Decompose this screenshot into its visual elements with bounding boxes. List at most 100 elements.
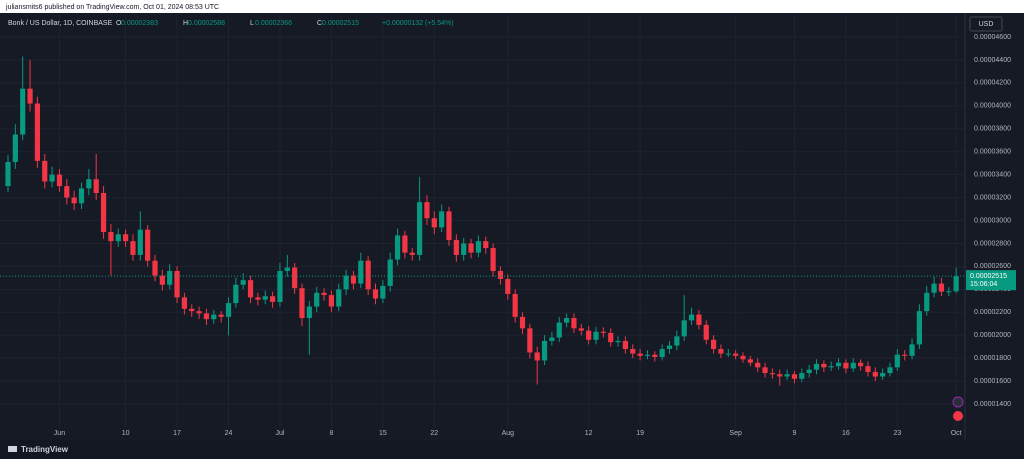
candle-body bbox=[321, 292, 327, 296]
x-tick-label: Sep bbox=[729, 430, 742, 437]
candle-body bbox=[711, 339, 717, 349]
candle-body bbox=[894, 354, 900, 368]
x-tick-label: 22 bbox=[430, 430, 438, 437]
legend-key: C bbox=[317, 20, 322, 27]
candle-body bbox=[196, 311, 202, 314]
y-tick-label: 0.00004600 bbox=[974, 34, 1011, 41]
candle-body bbox=[806, 369, 812, 374]
candle-body bbox=[203, 313, 210, 320]
footer-strip bbox=[0, 440, 1024, 459]
candle-body bbox=[916, 311, 922, 345]
currency[interactable]: USD bbox=[979, 21, 994, 28]
x-tick-label: 12 bbox=[585, 430, 593, 437]
side-icons bbox=[952, 396, 964, 421]
candle-body bbox=[475, 241, 481, 253]
y-tick-label: 0.00003200 bbox=[974, 194, 1011, 201]
candle-body bbox=[108, 231, 114, 242]
candle-body bbox=[512, 293, 518, 317]
candle-body bbox=[674, 336, 680, 346]
candle-body bbox=[593, 331, 599, 340]
candle-body bbox=[152, 260, 158, 276]
candle-body bbox=[725, 353, 731, 355]
candle-body bbox=[887, 367, 893, 374]
candle-body bbox=[417, 202, 423, 255]
candle-body bbox=[137, 229, 143, 255]
x-tick-label: 23 bbox=[893, 430, 901, 437]
candle-body bbox=[167, 270, 173, 285]
icon[interactable] bbox=[953, 411, 963, 421]
y-tick-label: 0.00002600 bbox=[974, 263, 1011, 270]
candle-body bbox=[880, 373, 886, 377]
candle-body bbox=[740, 355, 746, 360]
y-tick-label: 0.00001400 bbox=[974, 401, 1011, 408]
candle-body bbox=[20, 88, 26, 135]
candle-body bbox=[159, 275, 165, 285]
candle-body bbox=[924, 292, 930, 312]
candle-body bbox=[858, 362, 864, 367]
candle-body bbox=[461, 243, 467, 255]
x-tick-label: 10 bbox=[122, 430, 130, 437]
y-tick-label: 0.00003600 bbox=[974, 149, 1011, 156]
x-tick-label: Jul bbox=[275, 430, 284, 437]
candle-body bbox=[902, 354, 908, 356]
candle-body bbox=[145, 229, 151, 261]
currency-box[interactable] bbox=[969, 16, 1003, 32]
candle-body bbox=[314, 292, 320, 307]
candle-body bbox=[865, 366, 871, 372]
candle-body bbox=[659, 348, 665, 358]
candle-body bbox=[93, 179, 99, 193]
candle-body bbox=[666, 345, 673, 349]
icon[interactable] bbox=[952, 396, 964, 408]
candle-body bbox=[409, 252, 415, 255]
candle-body bbox=[446, 211, 452, 241]
candle-body bbox=[755, 362, 761, 368]
candle-body bbox=[78, 188, 85, 204]
candle-body bbox=[696, 314, 702, 325]
candle-body bbox=[380, 285, 386, 299]
candle-body bbox=[189, 308, 195, 312]
candle-body bbox=[218, 314, 224, 317]
legend-key: O bbox=[116, 20, 122, 27]
candle-body bbox=[938, 283, 945, 292]
x-tick-label: 17 bbox=[173, 430, 181, 437]
candle-body bbox=[644, 354, 651, 356]
candle-body bbox=[769, 373, 775, 375]
legend-change: +0.00000132 (+5.54%) bbox=[382, 20, 454, 27]
symbol: Bonk / US Dollar, 1D, COINBASE bbox=[8, 20, 113, 27]
candle-body bbox=[130, 241, 136, 255]
candle-body bbox=[336, 289, 342, 307]
candle-body bbox=[637, 353, 643, 356]
x-tick-label: Oct bbox=[951, 430, 962, 437]
candle-body bbox=[181, 297, 187, 309]
header-strip bbox=[0, 0, 1024, 13]
y-tick-label: 0.00004000 bbox=[974, 103, 1011, 110]
candle-body bbox=[490, 248, 496, 271]
candle-body bbox=[600, 331, 606, 333]
candle-body bbox=[255, 297, 261, 300]
candle-body bbox=[431, 218, 437, 228]
candle-body bbox=[247, 280, 254, 298]
candle-body bbox=[225, 303, 232, 317]
candle-body bbox=[56, 174, 63, 187]
candle-body bbox=[622, 340, 628, 349]
price-label: 0.00002515 bbox=[970, 273, 1007, 280]
candles bbox=[5, 56, 959, 386]
countdown: 15:06:04 bbox=[970, 281, 997, 288]
y-tick-label: 0.00003800 bbox=[974, 126, 1011, 133]
candle-body bbox=[681, 320, 687, 337]
candle-body bbox=[688, 314, 695, 321]
x-tick-label: Aug bbox=[502, 430, 515, 437]
candle-body bbox=[365, 260, 371, 290]
candle-body bbox=[578, 328, 584, 331]
candle-body bbox=[541, 340, 548, 361]
candle-body bbox=[299, 288, 305, 319]
candle-body bbox=[652, 354, 658, 358]
candle-body bbox=[394, 235, 401, 260]
candle-body bbox=[828, 366, 834, 368]
candle-body bbox=[277, 270, 283, 302]
candle-body bbox=[519, 316, 526, 329]
candle-body bbox=[284, 267, 290, 271]
candle-body bbox=[71, 197, 77, 204]
